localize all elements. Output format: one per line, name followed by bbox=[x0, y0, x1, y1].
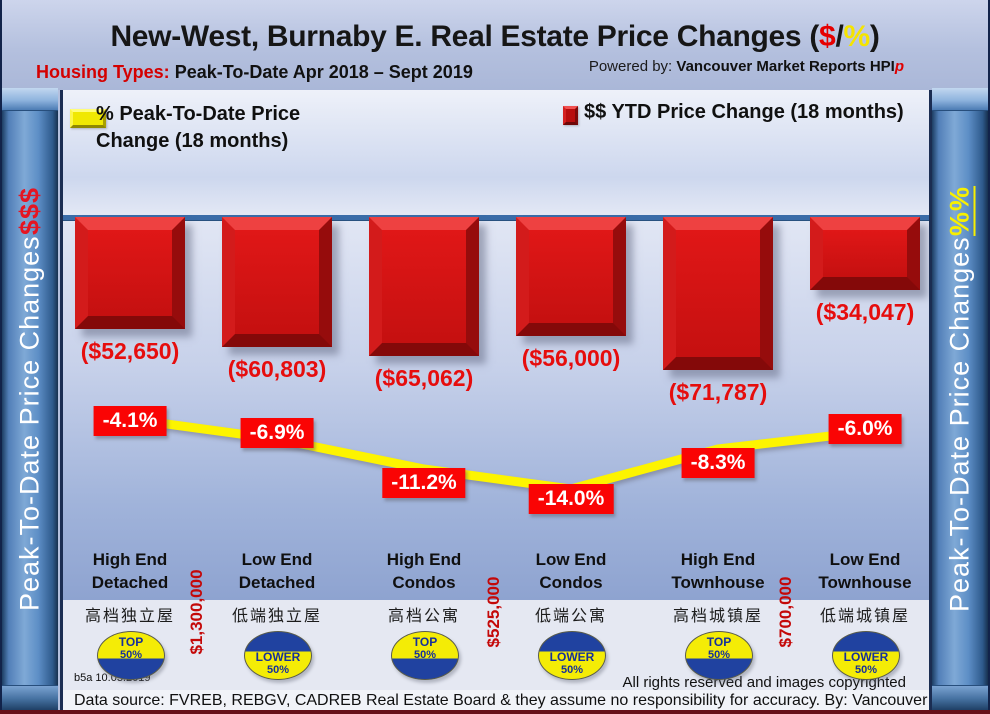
bar-legend-label: $$ YTD Price Change (18 months) bbox=[584, 101, 904, 123]
plot-left-border bbox=[60, 90, 63, 710]
bar-value-label: ($65,062) bbox=[374, 365, 474, 391]
category-label-zh: 高档独立屋 bbox=[84, 608, 176, 625]
category-band bbox=[63, 600, 929, 690]
pct-value-label: -8.3% bbox=[681, 448, 755, 478]
pct-value-label: -11.2% bbox=[382, 468, 466, 498]
bar bbox=[663, 217, 773, 370]
badge-line1: LOWER bbox=[549, 650, 595, 664]
right-axis-percent-symbols: %% bbox=[944, 186, 975, 237]
badge-line1: LOWER bbox=[843, 650, 889, 664]
badge-top: TOP 50% bbox=[391, 631, 459, 680]
bar-legend-swatch-icon bbox=[563, 106, 578, 125]
category-label: Low End Townhouse bbox=[818, 550, 912, 592]
plot-area bbox=[63, 221, 929, 600]
category-label: High End Condos bbox=[386, 550, 462, 592]
badge-top: TOP 50% bbox=[685, 631, 753, 680]
category-label-zh: 低端城镇屋 bbox=[819, 608, 911, 625]
left-axis-dollar-symbols: $$$ bbox=[14, 187, 45, 236]
badge-line2: 50% bbox=[560, 664, 584, 676]
category-label: High End Townhouse bbox=[671, 550, 765, 592]
line-legend-label-line2: Change (18 months) bbox=[96, 130, 289, 152]
bar-value-label: ($71,787) bbox=[668, 379, 768, 405]
bar bbox=[75, 217, 185, 329]
bar bbox=[516, 217, 626, 336]
line-legend-label-line1: % Peak-To-Date Price bbox=[96, 103, 301, 125]
bar-value-label: ($56,000) bbox=[521, 345, 621, 371]
category-label: Low End Condos bbox=[535, 550, 607, 592]
category-label-zh: 高档公寓 bbox=[387, 608, 461, 625]
pct-value-label: -4.1% bbox=[93, 406, 167, 436]
bar bbox=[810, 217, 920, 290]
badge-lower: LOWER 50% bbox=[244, 631, 312, 680]
right-axis-title: Peak-To-Date Price Changes %% bbox=[944, 186, 975, 612]
benchmark-price: $525,000 bbox=[484, 576, 503, 648]
title-slash: / bbox=[835, 20, 844, 53]
badge-top: TOP 50% bbox=[97, 631, 165, 680]
bar-value-label: ($34,047) bbox=[815, 299, 915, 325]
subtitle: Housing Types: Peak-To-Date Apr 2018 – S… bbox=[36, 62, 473, 83]
bar-value-label: ($52,650) bbox=[80, 338, 180, 364]
category-label-zh: 高档城镇屋 bbox=[672, 608, 764, 625]
title-dollar-symbol: $ bbox=[819, 20, 836, 53]
datasource-text: Data source: FVREB, REBGV, CADREB Real E… bbox=[74, 692, 990, 709]
bar bbox=[222, 217, 332, 347]
badge-line2: 50% bbox=[854, 664, 878, 676]
title-percent-symbol: % bbox=[843, 20, 870, 53]
header: New-West, Burnaby E. Real Estate Price C… bbox=[0, 0, 990, 90]
datasource-row: Data source: FVREB, REBGV, CADREB Real E… bbox=[63, 690, 990, 711]
badge-line1: TOP bbox=[412, 635, 438, 649]
powered-by-label: Powered by: bbox=[588, 58, 673, 75]
badge-line2: 50% bbox=[413, 649, 437, 661]
badge-lower: LOWER 50% bbox=[832, 631, 900, 680]
bar bbox=[369, 217, 479, 356]
badge-line2: 50% bbox=[266, 664, 290, 676]
right-axis-pillar: Peak-To-Date Price Changes %% bbox=[932, 88, 988, 710]
left-axis-pillar: Peak-To-Date Price Changes $$$ bbox=[2, 88, 58, 710]
page-right-edge bbox=[988, 0, 990, 714]
badge-line1: TOP bbox=[706, 635, 732, 649]
powered-by-brand: Vancouver Market Reports bbox=[676, 58, 866, 75]
legend-band bbox=[63, 90, 929, 215]
line-legend-label: % Peak-To-Date Price Change (18 months) bbox=[96, 101, 396, 155]
badge-lower: LOWER 50% bbox=[538, 631, 606, 680]
line-legend-swatch-icon bbox=[70, 109, 106, 128]
date-range: Peak-To-Date Apr 2018 – Sept 2019 bbox=[174, 62, 473, 82]
badge-line2: 50% bbox=[707, 649, 731, 661]
badge-line1: LOWER bbox=[255, 650, 301, 664]
housing-types-label: Housing Types: bbox=[36, 62, 170, 82]
left-axis-title: Peak-To-Date Price Changes $$$ bbox=[14, 187, 45, 611]
hpi-badge: HPIp bbox=[869, 58, 904, 75]
title-close-paren: ) bbox=[869, 20, 880, 53]
category-label-zh: 低端独立屋 bbox=[231, 608, 323, 625]
benchmark-price: $1,300,000 bbox=[187, 569, 206, 655]
badge-line2: 50% bbox=[119, 649, 143, 661]
category-label-zh: 低端公寓 bbox=[534, 608, 608, 625]
category-label: High End Detached bbox=[91, 550, 169, 592]
pct-value-label: -14.0% bbox=[528, 484, 614, 514]
badge-line1: TOP bbox=[118, 635, 144, 649]
plot-right-border bbox=[929, 90, 932, 710]
bar-value-label: ($60,803) bbox=[227, 356, 327, 382]
chart-baseline bbox=[63, 215, 929, 221]
rights-note: All rights reserved and images copyright… bbox=[622, 674, 906, 691]
powered-by: Powered by: Vancouver Market Reports HPI… bbox=[589, 58, 904, 75]
page-title: New-West, Burnaby E. Real Estate Price C… bbox=[0, 20, 990, 54]
title-text: New-West, Burnaby E. Real Estate Price C… bbox=[110, 20, 820, 53]
bottom-border bbox=[0, 710, 990, 714]
benchmark-price: $700,000 bbox=[776, 576, 795, 648]
category-label: Low End Detached bbox=[238, 550, 316, 592]
pct-value-label: -6.0% bbox=[828, 414, 902, 444]
page-left-edge bbox=[0, 0, 2, 714]
pct-value-label: -6.9% bbox=[240, 418, 314, 448]
